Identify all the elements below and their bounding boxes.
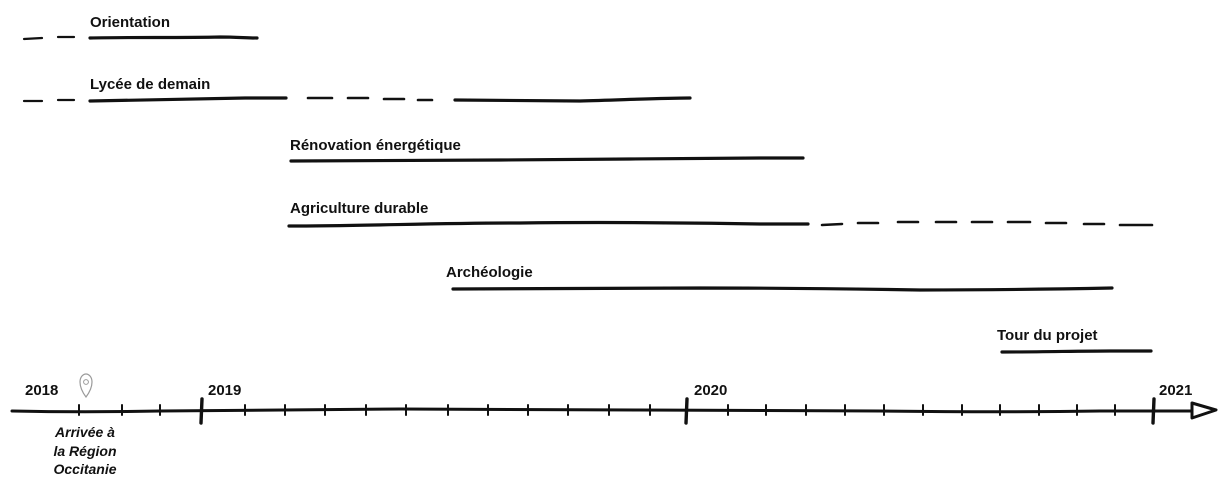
solid-bar <box>451 286 1114 292</box>
dashed-segment <box>22 35 76 41</box>
year-label: 2018 <box>25 382 58 399</box>
milestone-label-line: la Région <box>53 443 116 459</box>
axis-line <box>10 407 1194 414</box>
project-label: Archéologie <box>446 264 533 281</box>
year-ticks <box>199 397 1156 425</box>
year-label: 2020 <box>694 382 727 399</box>
timeline-axis: 2018 2019 2020 2021 <box>10 382 1218 425</box>
project-row-lycee-de-demain: Lycée de demain <box>22 76 692 103</box>
milestone-label-line: Arrivée à <box>54 424 115 440</box>
project-row-tour-du-projet: Tour du projet <box>997 327 1153 354</box>
year-label: 2019 <box>208 382 241 399</box>
year-label: 2021 <box>1159 382 1192 399</box>
month-ticks <box>78 404 1116 416</box>
solid-bar <box>287 220 810 228</box>
project-label: Lycée de demain <box>90 76 210 93</box>
project-label: Agriculture durable <box>290 200 428 217</box>
dashed-segment <box>306 96 434 102</box>
dashed-segment <box>22 98 76 103</box>
project-row-orientation: Orientation <box>22 14 259 41</box>
project-row-renovation-energetique: Rénovation énergétique <box>289 137 805 163</box>
project-label: Tour du projet <box>997 327 1098 344</box>
year-tick <box>1151 397 1156 425</box>
project-label: Rénovation énergétique <box>290 137 461 154</box>
project-label: Orientation <box>90 14 170 31</box>
year-tick <box>684 397 689 425</box>
location-pin-icon <box>79 373 93 399</box>
milestone-label-line: Occitanie <box>53 461 116 477</box>
solid-bar <box>88 96 288 103</box>
milestone: Arrivée à la Région Occitanie <box>53 373 117 477</box>
project-row-agriculture-durable: Agriculture durable <box>287 200 1154 228</box>
year-tick <box>199 397 204 425</box>
project-row-archeologie: Archéologie <box>446 264 1114 292</box>
solid-bar <box>1000 349 1153 354</box>
axis-arrow-head <box>1190 401 1218 420</box>
solid-bar <box>88 35 259 40</box>
solid-bar <box>289 156 805 163</box>
dashed-segment <box>820 220 1154 227</box>
solid-bar <box>453 96 692 103</box>
